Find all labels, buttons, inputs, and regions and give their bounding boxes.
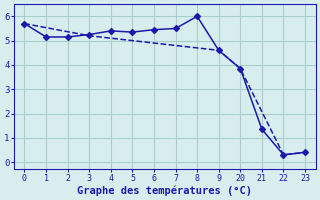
X-axis label: Graphe des températures (°C): Graphe des températures (°C) — [77, 185, 252, 196]
